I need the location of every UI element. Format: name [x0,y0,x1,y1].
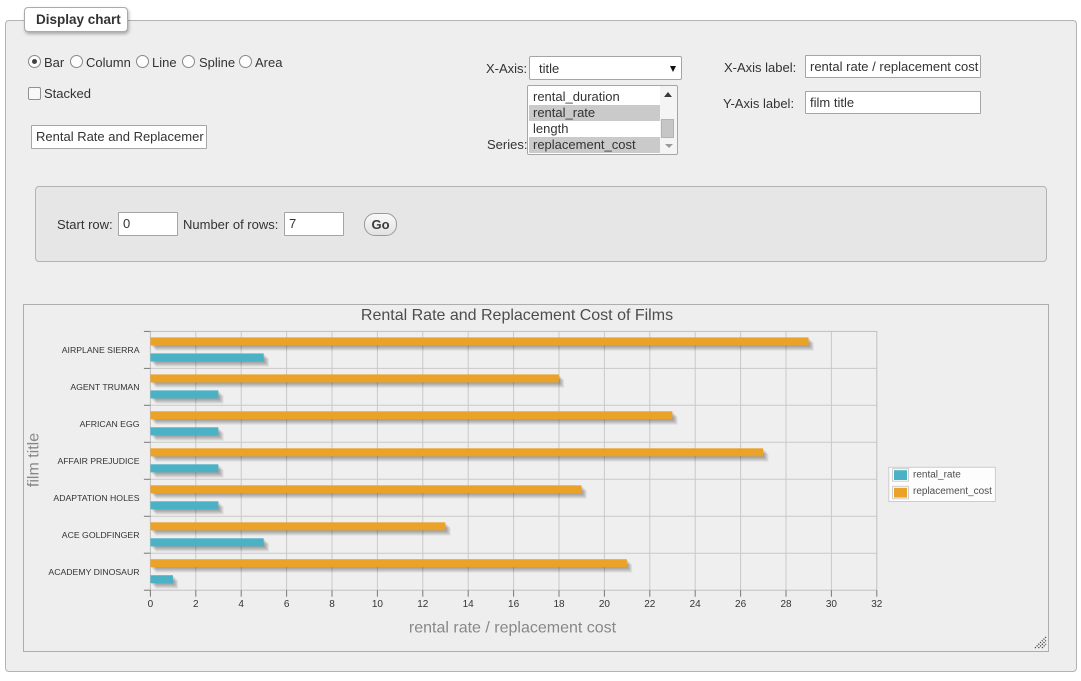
svg-text:24: 24 [690,599,702,610]
svg-text:10: 10 [372,599,384,610]
svg-text:32: 32 [871,599,883,610]
svg-text:22: 22 [644,599,656,610]
svg-text:rental_rate: rental_rate [913,470,961,481]
svg-text:2: 2 [193,599,199,610]
svg-text:20: 20 [599,599,611,610]
svg-text:16: 16 [508,599,520,610]
svg-text:28: 28 [780,599,792,610]
svg-text:12: 12 [417,599,429,610]
svg-text:AIRPLANE SIERRA: AIRPLANE SIERRA [62,345,140,355]
svg-text:6: 6 [284,599,290,610]
svg-text:14: 14 [463,599,475,610]
svg-text:Rental Rate and Replacement Co: Rental Rate and Replacement Cost of Film… [361,307,673,324]
svg-text:ADAPTATION HOLES: ADAPTATION HOLES [53,493,139,503]
svg-text:30: 30 [826,599,838,610]
svg-text:AFFAIR PREJUDICE: AFFAIR PREJUDICE [57,456,139,466]
svg-text:4: 4 [238,599,244,610]
svg-text:AGENT TRUMAN: AGENT TRUMAN [70,382,139,392]
svg-text:18: 18 [553,599,565,610]
svg-text:AFRICAN EGG: AFRICAN EGG [80,419,140,429]
svg-text:0: 0 [148,599,154,610]
svg-text:ACE GOLDFINGER: ACE GOLDFINGER [62,530,140,540]
svg-text:rental rate / replacement cost: rental rate / replacement cost [409,620,617,637]
svg-text:film title: film title [26,433,43,487]
svg-text:ACADEMY DINOSAUR: ACADEMY DINOSAUR [48,567,139,577]
svg-text:replacement_cost: replacement_cost [913,486,992,497]
svg-text:26: 26 [735,599,747,610]
svg-text:8: 8 [329,599,335,610]
